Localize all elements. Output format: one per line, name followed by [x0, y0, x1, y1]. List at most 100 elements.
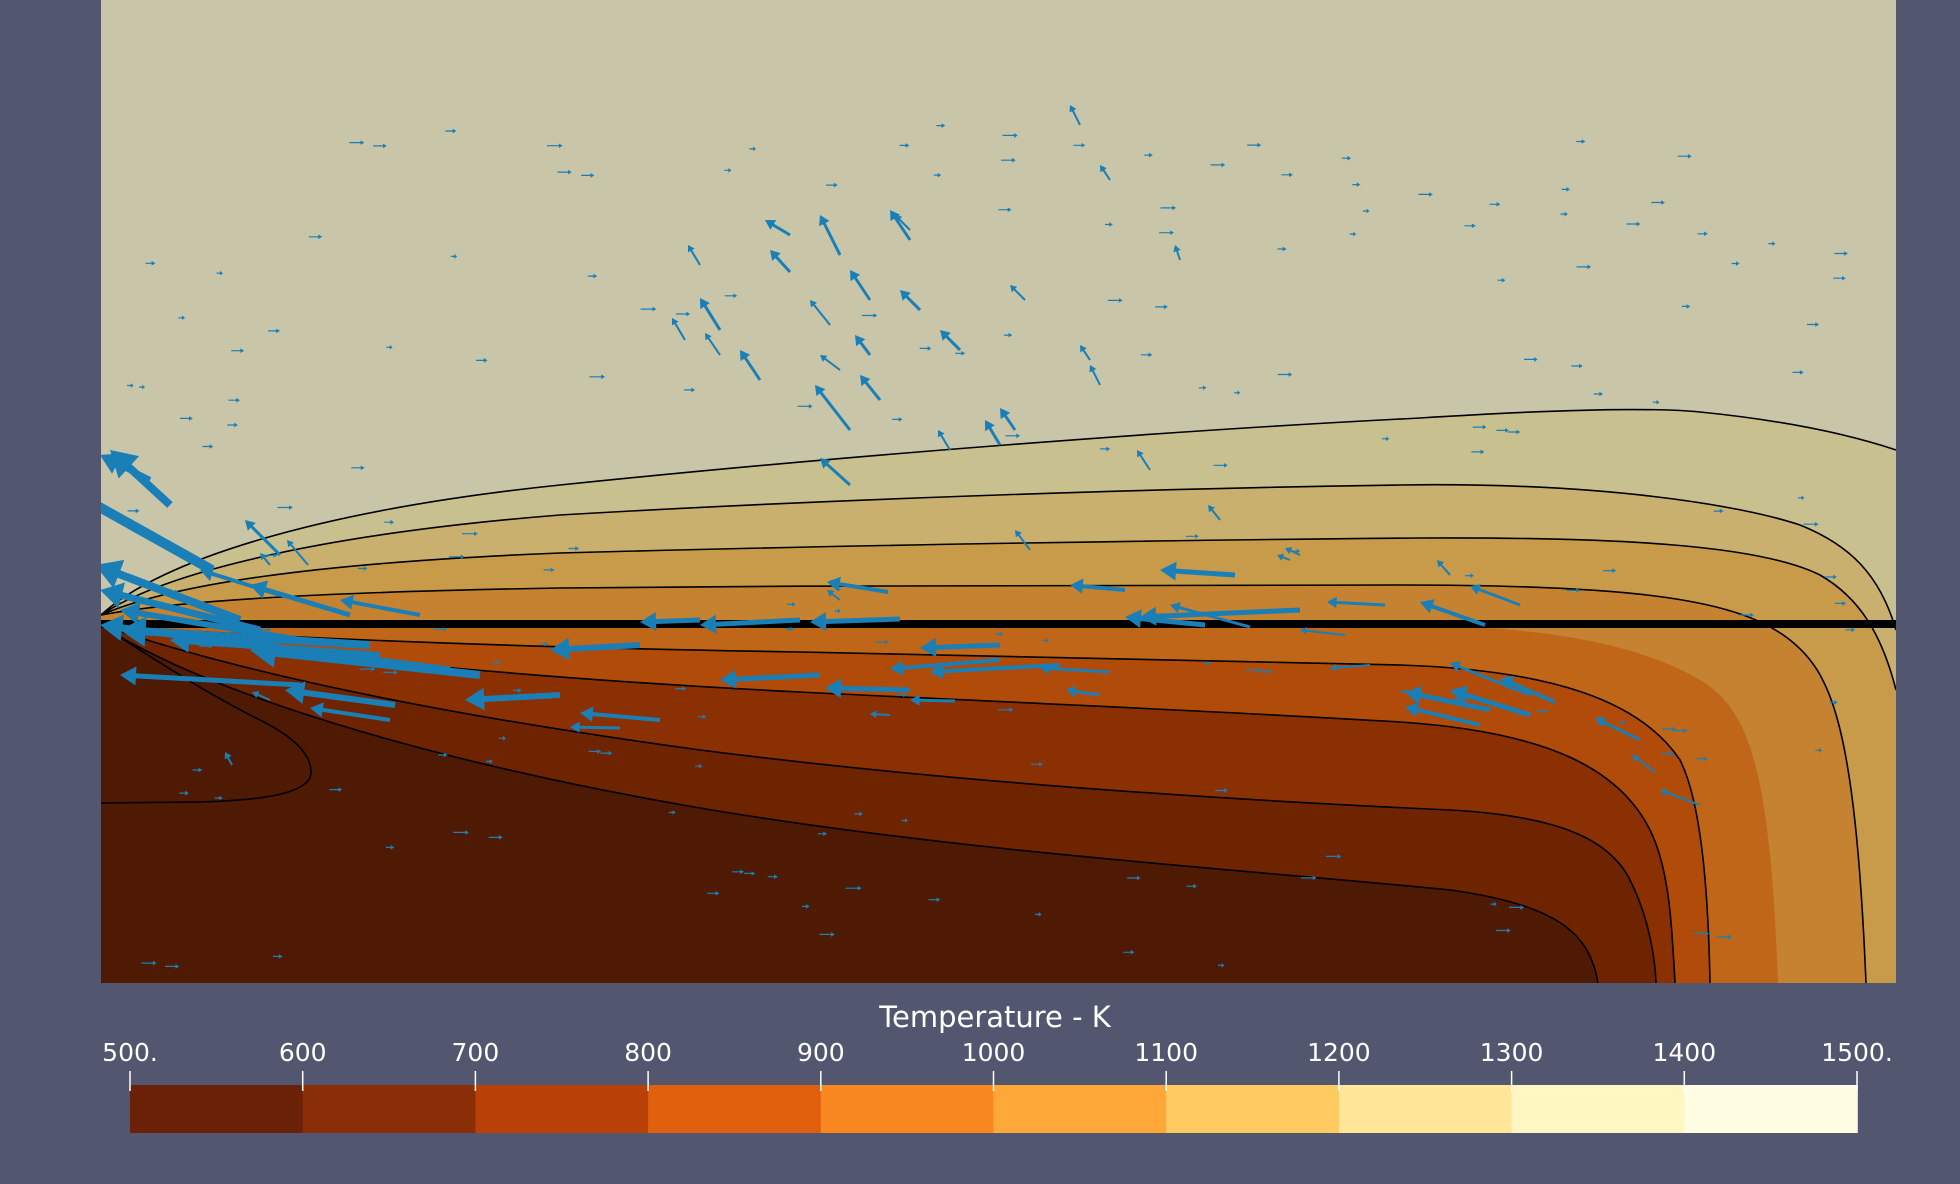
velocity-arrow: [1247, 142, 1262, 148]
velocity-arrow: [384, 519, 395, 525]
velocity-arrow: [1497, 277, 1506, 283]
contour-line: [101, 624, 1657, 983]
velocity-vector-field: [101, 105, 1856, 969]
velocity-arrow: [770, 250, 792, 273]
velocity-arrow: [170, 630, 381, 658]
velocity-arrow: [1806, 322, 1820, 327]
velocity-arrow: [1405, 702, 1481, 727]
velocity-arrow: [448, 554, 465, 560]
velocity-arrow: [1803, 521, 1819, 527]
velocity-arrow: [720, 669, 821, 689]
velocity-arrow: [899, 143, 910, 148]
velocity-arrow: [1105, 222, 1113, 227]
velocity-arrow: [785, 626, 794, 632]
velocity-arrow: [1717, 934, 1732, 940]
velocity-arrow: [258, 652, 269, 657]
velocity-arrow: [1002, 133, 1018, 138]
velocity-arrow: [892, 417, 903, 422]
contour-line: [101, 624, 1676, 983]
velocity-arrow: [1155, 304, 1168, 310]
velocity-arrow: [1524, 357, 1538, 362]
colorbar-swatch: [993, 1085, 1167, 1133]
velocity-arrow: [1281, 172, 1293, 178]
velocity-arrow: [228, 397, 240, 403]
velocity-arrow: [1034, 912, 1042, 917]
velocity-arrow: [1508, 429, 1521, 435]
velocity-arrow: [139, 384, 145, 390]
velocity-arrow: [1185, 534, 1199, 539]
velocity-arrow: [668, 810, 676, 815]
velocity-arrow: [557, 169, 572, 175]
velocity-arrow: [120, 666, 301, 688]
velocity-arrow: [433, 627, 447, 632]
velocity-arrow: [1234, 390, 1241, 395]
velocity-arrow: [224, 752, 233, 766]
velocity-arrow: [462, 531, 478, 536]
velocity-arrow: [827, 576, 889, 594]
velocity-arrow: [453, 830, 469, 835]
velocity-arrow: [1815, 748, 1823, 753]
velocity-arrow: [1593, 391, 1604, 397]
velocity-arrow: [744, 871, 756, 876]
velocity-arrow: [1845, 627, 1856, 633]
velocity-arrow: [1210, 162, 1226, 168]
field-band-10: [101, 625, 1598, 983]
colorbar-swatch: [820, 1085, 995, 1133]
velocity-arrow: [640, 306, 657, 312]
colorbar-title: Temperature - K: [879, 1000, 1111, 1034]
velocity-arrow: [200, 566, 281, 597]
velocity-arrow: [127, 383, 134, 388]
colorbar-swatch: [1166, 1085, 1340, 1133]
velocity-arrow: [1450, 685, 1531, 718]
velocity-arrow: [485, 759, 493, 764]
velocity-arrow: [373, 143, 387, 149]
velocity-arrow: [820, 458, 851, 487]
velocity-arrow: [1203, 661, 1211, 666]
velocity-arrow: [231, 348, 245, 353]
velocity-arrow: [268, 328, 280, 334]
velocity-arrow: [1218, 963, 1225, 968]
velocity-arrow: [1829, 700, 1838, 705]
velocity-arrow: [1472, 424, 1487, 430]
velocity-arrow: [1010, 285, 1026, 301]
velocity-arrow: [1660, 788, 1701, 806]
velocity-arrow: [890, 658, 1001, 676]
colorbar-swatch: [130, 1085, 304, 1133]
velocity-arrow: [450, 254, 458, 259]
velocity-arrow: [570, 721, 620, 733]
colorbar-tick-label: 1400: [1652, 1038, 1717, 1067]
velocity-arrow: [860, 375, 882, 401]
velocity-arrow: [819, 932, 835, 937]
velocity-arrow: [1500, 676, 1556, 704]
velocity-arrow: [101, 582, 261, 634]
velocity-arrow: [684, 387, 696, 393]
velocity-arrow: [1073, 143, 1086, 148]
colorbar-tick-label: 900: [796, 1038, 845, 1067]
colorbar-tick-label: 1300: [1479, 1038, 1544, 1067]
velocity-arrow: [310, 702, 391, 722]
velocity-arrow: [901, 818, 908, 823]
velocity-arrow: [1015, 530, 1031, 551]
velocity-arrow: [1159, 230, 1174, 235]
velocity-arrow: [1352, 182, 1361, 187]
velocity-arrow: [101, 502, 215, 575]
colorbar-tick-label: 800: [624, 1038, 672, 1067]
velocity-arrow: [1300, 626, 1346, 636]
colorbar-swatch: [648, 1085, 822, 1133]
velocity-arrow: [920, 637, 1001, 657]
velocity-arrow: [1697, 231, 1708, 237]
velocity-arrow: [695, 763, 703, 769]
velocity-arrow: [1349, 231, 1357, 237]
velocity-arrow: [1327, 596, 1386, 609]
velocity-arrow: [1693, 931, 1710, 936]
contour-line: [101, 624, 1711, 983]
velocity-arrow: [329, 787, 343, 792]
velocity-arrow: [1000, 408, 1017, 431]
velocity-arrow: [1576, 139, 1586, 144]
velocity-arrow: [245, 520, 282, 557]
velocity-arrow: [386, 345, 393, 350]
velocity-arrow: [1566, 588, 1581, 593]
velocity-arrow: [260, 553, 271, 566]
velocity-arrow: [928, 897, 941, 902]
